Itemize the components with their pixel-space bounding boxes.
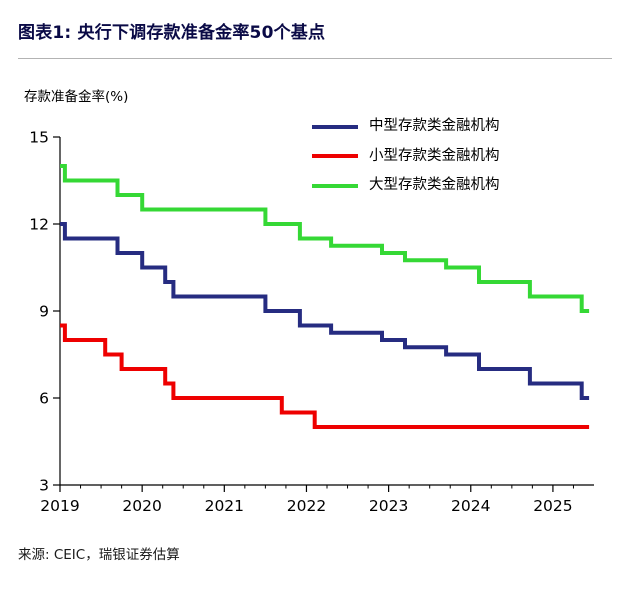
- series-line: [60, 323, 590, 429]
- x-tick-label: 2024: [451, 497, 490, 515]
- legend-label: 大型存款类金融机构: [369, 177, 500, 194]
- legend-item: 大型存款类金融机构: [312, 176, 500, 196]
- chart-title: 图表1: 央行下调存款准备金率50个基点: [18, 23, 326, 43]
- y-axis-title: 存款准备金率(%): [24, 89, 129, 105]
- legend-line-swatch: [312, 183, 358, 188]
- series-line: [60, 164, 590, 313]
- x-tick-label: 2023: [369, 497, 408, 515]
- title-separator: [18, 58, 612, 59]
- chart-area: 3 6 9 12 15 2019 2020 2021 2022 2023 2024 2025 中型存款…: [0, 109, 630, 535]
- legend-label: 小型存款类金融机构: [369, 147, 500, 164]
- x-tick-label: 2019: [40, 497, 79, 515]
- x-tick-label: 2025: [533, 497, 572, 515]
- chart-canvas: 3 6 9 12 15 2019 2020 2021 2022 2023 2024 2025: [29, 129, 594, 515]
- legend-line-swatch: [312, 154, 358, 159]
- chart-legend: 中型存款类金融机构 小型存款类金融机构 大型存款类金融机构: [312, 117, 500, 206]
- legend-label: 中型存款类金融机构: [369, 118, 500, 134]
- y-tick-label: 6: [39, 390, 49, 408]
- source-note: 来源: CEIC，瑞银证券估算: [18, 547, 180, 563]
- y-tick-label: 12: [29, 216, 49, 234]
- series-line: [60, 222, 590, 400]
- y-tick-label: 9: [39, 303, 49, 321]
- legend-item: 小型存款类金融机构: [312, 147, 500, 167]
- legend-item: 中型存款类金融机构: [312, 117, 500, 137]
- x-tick-label: 2020: [122, 497, 161, 515]
- y-tick-label: 3: [39, 477, 49, 495]
- y-tick-label: 15: [29, 129, 49, 147]
- x-tick-label: 2022: [287, 497, 326, 515]
- legend-line-swatch: [312, 124, 358, 129]
- x-tick-label: 2021: [205, 497, 244, 515]
